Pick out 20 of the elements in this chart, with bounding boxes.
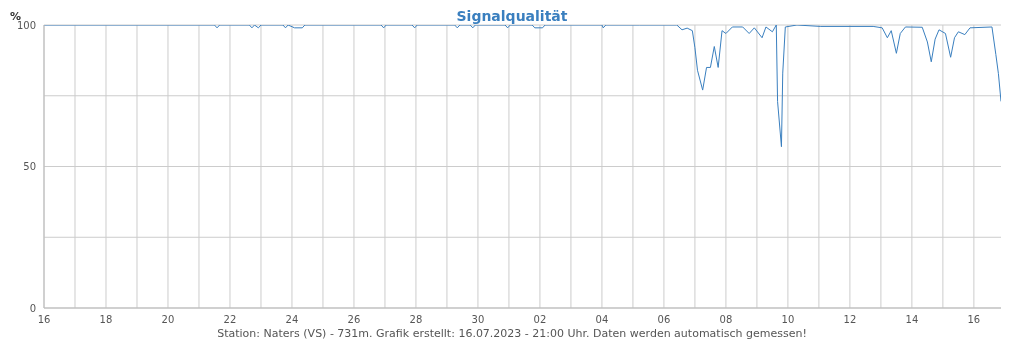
x-tick-label: 22 bbox=[223, 314, 237, 326]
x-tick-label: 28 bbox=[409, 314, 423, 326]
x-tick-label: 24 bbox=[285, 314, 299, 326]
x-tick-label: 18 bbox=[99, 314, 113, 326]
x-tick-label: 04 bbox=[595, 314, 609, 326]
x-tick-label: 02 bbox=[533, 314, 547, 326]
x-tick-label: 20 bbox=[161, 314, 175, 326]
y-tick-label: 50 bbox=[23, 161, 36, 173]
x-tick-label: 12 bbox=[843, 314, 857, 326]
x-tick-label: 10 bbox=[781, 314, 795, 326]
text: Station: Naters (VS) - 731m. Grafik erstellt: 16.07.2023 - 21:00 Uhr. Daten werden automatisch gemessen! bbox=[217, 327, 807, 340]
x-tick-label: 26 bbox=[347, 314, 361, 326]
x-tick-label: 30 bbox=[471, 314, 485, 326]
x-tick-label: 14 bbox=[905, 314, 919, 326]
x-tick-label: 16 bbox=[37, 314, 51, 326]
y-tick-label: 0 bbox=[29, 302, 36, 314]
chart-title: Signalqualität bbox=[456, 8, 568, 24]
x-tick-label: 08 bbox=[719, 314, 733, 326]
x-tick-label: 06 bbox=[657, 314, 671, 326]
x-tick-label: 16 bbox=[967, 314, 981, 326]
